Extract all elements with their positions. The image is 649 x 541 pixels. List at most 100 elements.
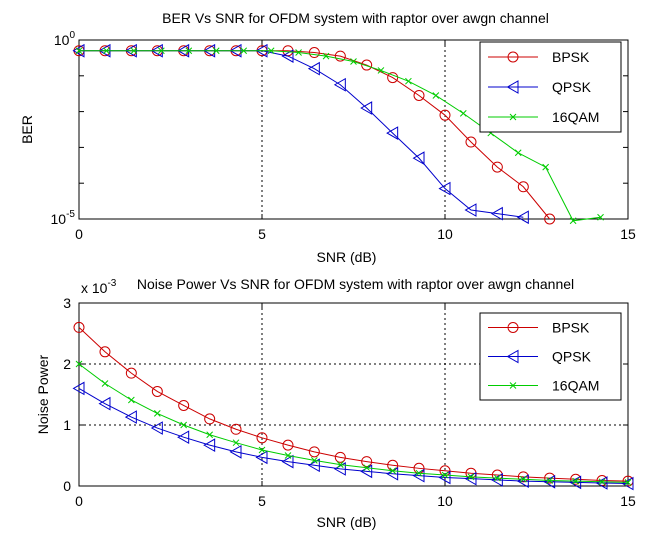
data-point-2-17 [519, 475, 527, 483]
data-point-1-8 [281, 49, 294, 63]
legend: BPSK QPSK 16QAM [479, 41, 622, 133]
data-point-2-12 [389, 467, 397, 475]
series-line [78, 363, 629, 483]
data-point-2-3 [153, 410, 161, 417]
x-tick-label: 10 [437, 226, 453, 242]
data-point-2-4 [180, 421, 188, 429]
data-point-1-21 [621, 476, 634, 491]
series-BPSK [73, 321, 634, 487]
data-point-2-1 [101, 380, 109, 387]
data-point-2-6 [240, 47, 248, 55]
y-axis-label: BER [19, 115, 35, 144]
data-point-0-6 [230, 423, 242, 435]
data-point-1-legend [506, 349, 519, 364]
data-point-1-6 [229, 444, 242, 459]
x-tick-label: 15 [620, 226, 636, 242]
data-point-2-19 [597, 213, 604, 221]
data-point-1-12 [386, 126, 399, 140]
data-point-0-11 [361, 59, 373, 71]
legend-label: 16QAM [552, 378, 599, 394]
x-tick-label: 0 [75, 493, 83, 509]
data-point-1-16 [490, 473, 503, 487]
y-tick-label: 1 [63, 417, 71, 433]
legend-item-BPSK: BPSK [488, 320, 590, 336]
data-point-1-8 [281, 454, 294, 469]
legend-item-QPSK: QPSK [488, 349, 592, 365]
data-point-1-1 [98, 396, 111, 411]
data-point-1-5 [203, 438, 216, 452]
data-point-2-legend [509, 382, 517, 389]
data-point-2-17 [542, 163, 550, 171]
data-point-1-4 [177, 430, 190, 445]
data-point-2-19 [572, 477, 580, 485]
data-point-0-10 [334, 50, 346, 62]
data-point-2-9 [322, 52, 330, 60]
chart-1: 0 5 10 15 100 10-5 BER Vs SNR for OFDM system … [19, 10, 636, 265]
data-point-1-18 [543, 474, 556, 489]
x-axis-label: SNR (dB) [317, 514, 377, 530]
data-point-0-12 [387, 72, 399, 84]
data-point-0-2 [125, 367, 137, 379]
data-point-1-10 [333, 462, 346, 476]
data-point-2-3 [157, 47, 165, 55]
data-point-1-20 [595, 476, 608, 490]
data-point-1-7 [255, 450, 268, 465]
data-point-1-19 [569, 475, 582, 490]
data-point-2-2 [127, 396, 135, 404]
data-point-0-10 [334, 451, 346, 463]
y-multiplier: x 10-3 [81, 278, 117, 296]
data-point-2-15 [467, 473, 475, 481]
data-point-0-legend [507, 322, 519, 333]
data-point-2-7 [267, 47, 275, 55]
data-point-2-13 [432, 92, 440, 99]
series-16QAM [75, 360, 632, 486]
data-point-2-16 [514, 149, 522, 157]
data-point-2-18 [546, 477, 554, 484]
data-point-0-16 [491, 161, 503, 173]
legend-label: BPSK [552, 49, 590, 65]
series-16QAM [75, 47, 604, 225]
data-point-1-10 [333, 77, 346, 92]
data-point-1-14 [438, 181, 451, 196]
data-point-0-17 [517, 181, 529, 193]
legend-item-16QAM: 16QAM [488, 378, 599, 394]
x-tick-label: 10 [437, 493, 453, 509]
legend-item-QPSK: QPSK [488, 79, 592, 95]
chart-title: Noise Power Vs SNR for OFDM system with … [137, 276, 574, 292]
data-point-0-9 [308, 446, 320, 458]
data-point-2-0 [75, 360, 83, 368]
data-point-0-legend [507, 51, 519, 63]
series-QPSK [72, 381, 634, 491]
data-point-1-2 [124, 410, 137, 424]
series-line [79, 50, 601, 222]
legend-label: QPSK [552, 79, 592, 95]
series-line [78, 327, 629, 482]
y-tick-label: 10-5 [51, 209, 76, 227]
series-line [78, 387, 629, 485]
data-point-2-8 [295, 49, 302, 56]
data-point-2-16 [493, 474, 501, 482]
data-point-2-12 [405, 77, 412, 85]
legend-label: BPSK [552, 320, 590, 336]
y-axis-label: Noise Power [35, 354, 51, 434]
data-point-2-13 [415, 469, 423, 477]
data-point-2-0 [75, 47, 83, 55]
data-point-2-14 [441, 471, 449, 479]
data-point-1-16 [490, 206, 503, 221]
data-point-1-9 [307, 61, 320, 76]
data-point-0-4 [178, 399, 190, 411]
data-point-2-legend [509, 113, 517, 121]
data-point-2-1 [103, 47, 110, 55]
chart-title: BER Vs SNR for OFDM system with raptor o… [162, 10, 549, 26]
data-point-0-18 [544, 213, 556, 225]
data-point-2-11 [363, 464, 371, 472]
data-point-1-17 [516, 474, 529, 488]
data-point-2-9 [310, 457, 318, 464]
data-point-0-5 [204, 413, 216, 425]
x-tick-label: 5 [258, 226, 266, 242]
data-point-2-21 [624, 478, 632, 486]
data-point-2-18 [569, 217, 577, 225]
legend-item-BPSK: BPSK [488, 49, 590, 65]
legend-label: 16QAM [552, 109, 599, 125]
